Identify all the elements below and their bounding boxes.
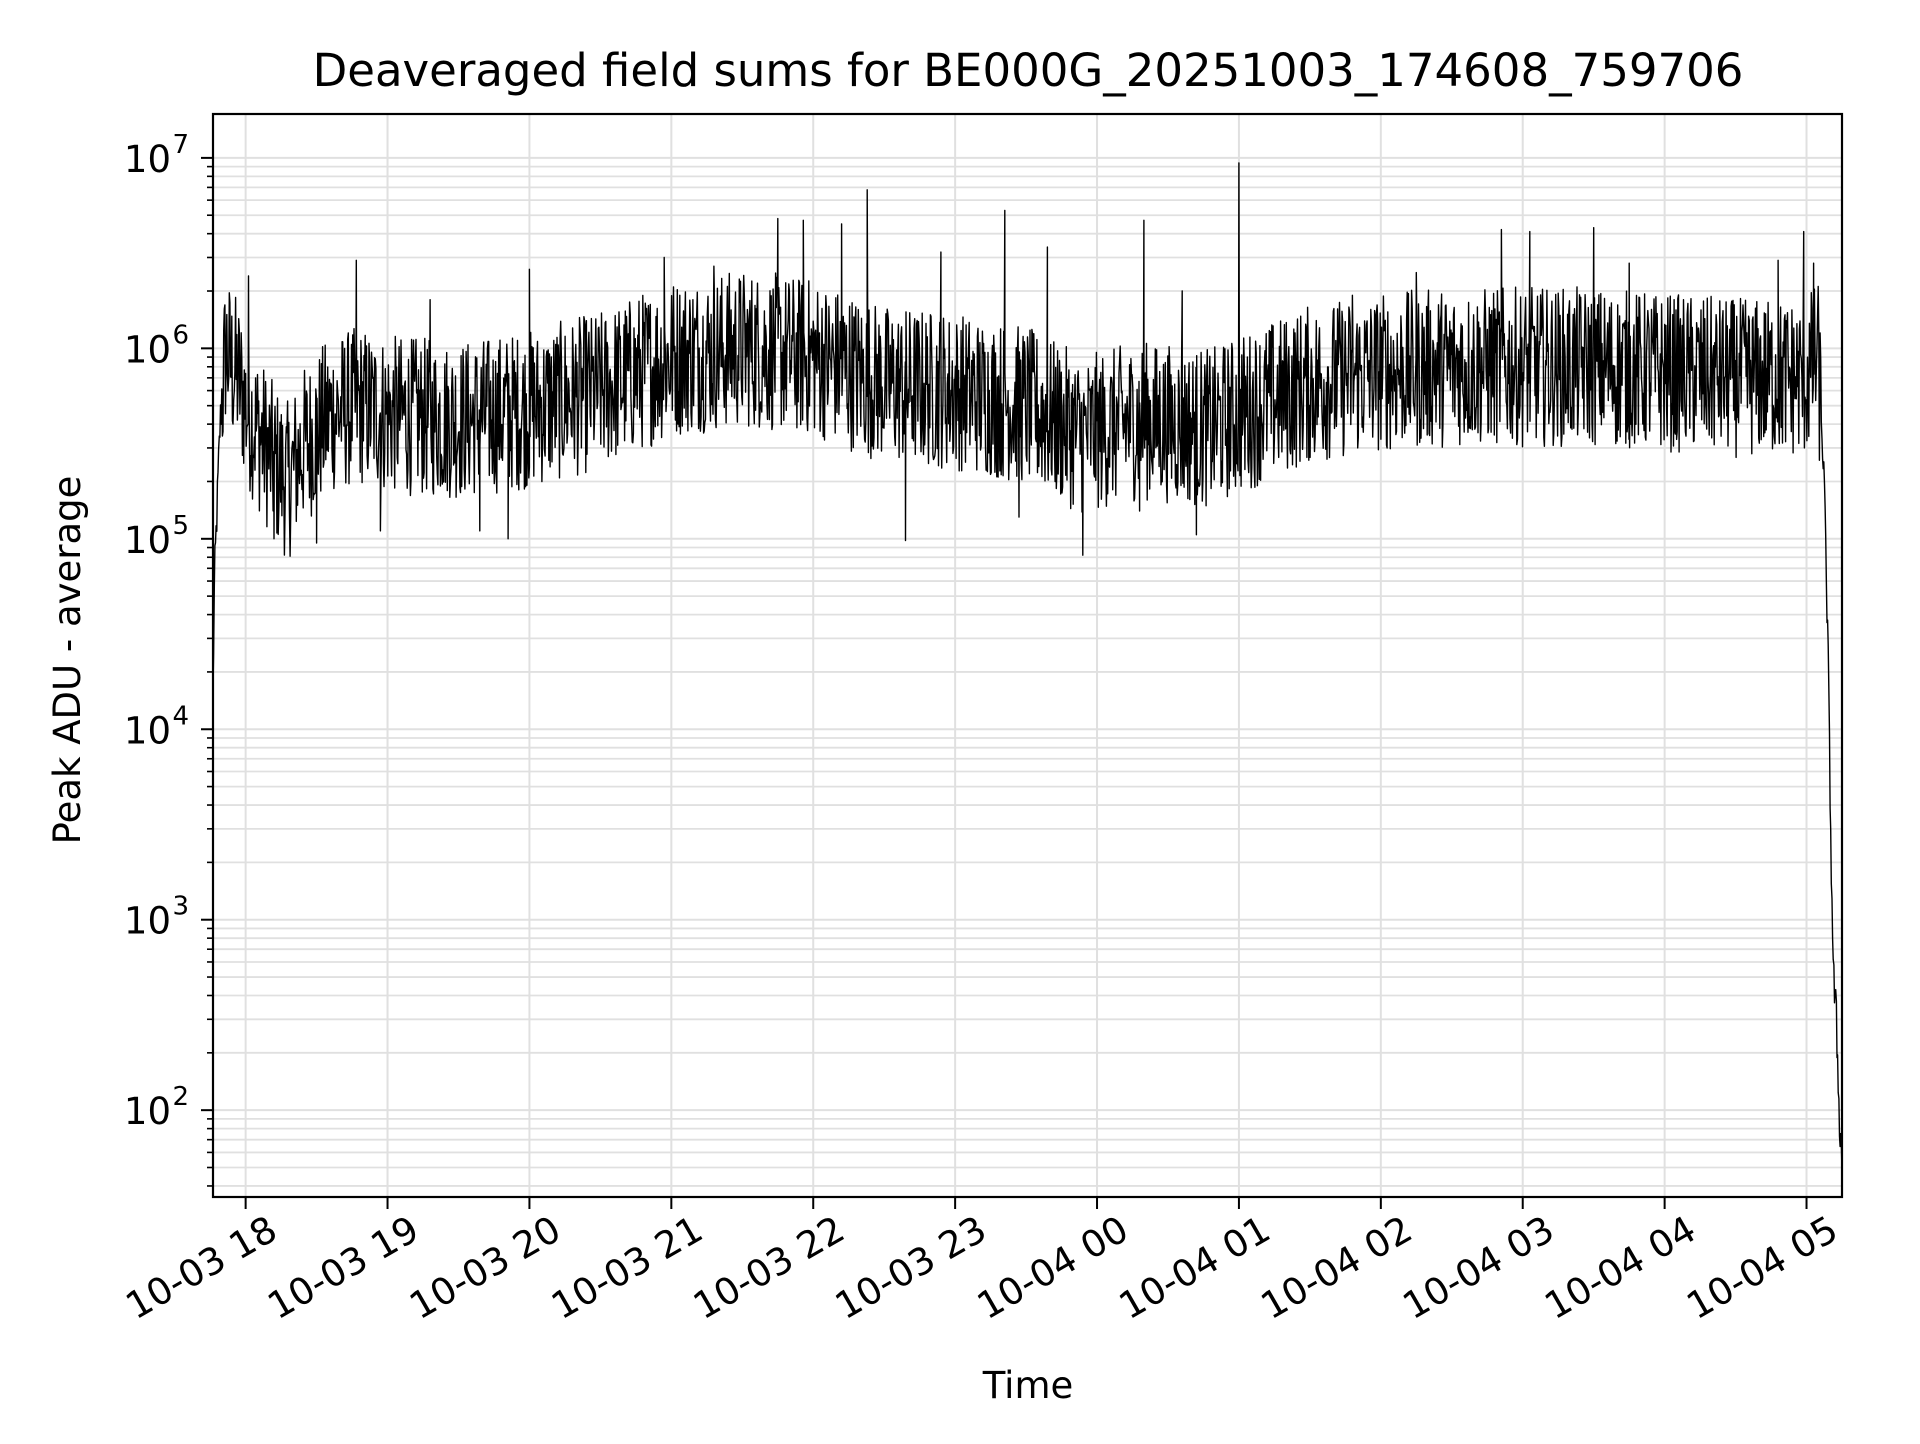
y-tick-base: 10 — [124, 709, 171, 752]
x-axis-label: Time — [982, 1364, 1074, 1407]
y-tick-base: 10 — [124, 900, 171, 943]
y-tick-label: 10 — [124, 900, 171, 943]
y-tick-exponent: 5 — [172, 511, 189, 541]
chart-title: Deaveraged field sums for BE000G_2025100… — [313, 44, 1744, 97]
y-tick-label: 10 — [124, 328, 171, 371]
y-tick-base: 10 — [124, 1090, 171, 1133]
y-tick-label: 10 — [124, 138, 171, 181]
y-tick-base: 10 — [124, 138, 171, 181]
series-line — [212, 162, 1843, 1174]
y-tick-exponent: 2 — [172, 1082, 189, 1112]
axes-frame — [211, 112, 1844, 1199]
y-tick-label: 10 — [124, 519, 171, 562]
grid-lines — [213, 114, 1842, 1197]
y-tick-label: 10 — [124, 1090, 171, 1133]
y-tick-exponent: 4 — [172, 701, 189, 731]
y-tick-base: 10 — [124, 328, 171, 371]
plot-area — [212, 162, 1843, 1174]
y-tick-label: 10 — [124, 709, 171, 752]
y-tick-exponent: 6 — [172, 320, 189, 350]
y-tick-exponent: 7 — [172, 130, 189, 160]
y-tick-base: 10 — [124, 519, 171, 562]
y-axis-label: Peak ADU - average — [46, 476, 89, 845]
y-tick-exponent: 3 — [172, 892, 189, 922]
